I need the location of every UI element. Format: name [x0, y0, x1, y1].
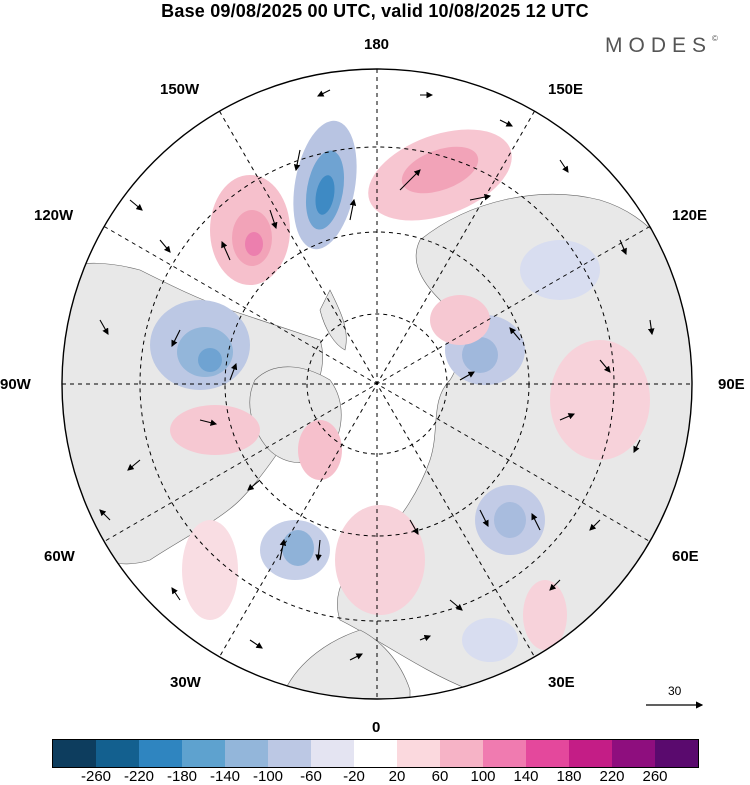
- lon-label-90e: 90E: [718, 376, 745, 393]
- anomaly-pos-west: [170, 405, 260, 455]
- colorbar-swatch: [53, 740, 96, 767]
- colorbar-swatch: [440, 740, 483, 767]
- colorbar-tick-label: 220: [599, 768, 625, 785]
- colorbar-tick-label: -20: [343, 768, 365, 785]
- lon-label-30e: 30E: [548, 674, 575, 691]
- brand-logo: MODES©: [605, 34, 718, 58]
- colorbar-swatch: [268, 740, 311, 767]
- brand-name: MODES: [605, 34, 713, 57]
- land-alaska: [319, 289, 347, 351]
- colorbar-swatch: [354, 740, 397, 767]
- anomaly-pos-asia: [550, 340, 650, 460]
- colorbar-swatch: [311, 740, 354, 767]
- colorbar-tick-label: -220: [123, 768, 155, 785]
- colorbar-tick-label: 100: [470, 768, 496, 785]
- lon-label-120e: 120E: [672, 207, 708, 224]
- colorbar-tick-label: 140: [513, 768, 539, 785]
- wind-vectors: [99, 89, 655, 661]
- colorbar-tick-label: 180: [556, 768, 582, 785]
- colorbar-swatch: [397, 740, 440, 767]
- colorbar-swatch: [225, 740, 268, 767]
- land-masses: [62, 194, 692, 699]
- colorbar-swatch: [483, 740, 526, 767]
- colorbar-tick-label: -140: [209, 768, 241, 785]
- colorbar-swatch: [96, 740, 139, 767]
- land-africa: [284, 629, 411, 699]
- lon-label-30w: 30W: [170, 674, 201, 691]
- colorbar-tick-label: 260: [642, 768, 668, 785]
- anomaly-pos-europe: [335, 505, 425, 615]
- colorbar-tick-label: 20: [388, 768, 406, 785]
- lon-label-60e: 60E: [672, 548, 699, 565]
- lon-label-60w: 60W: [44, 548, 75, 565]
- colorbar-tick-label: 60: [431, 768, 449, 785]
- lon-label-90w: 90W: [0, 376, 31, 393]
- graticule: [62, 69, 692, 699]
- colorbar: [52, 739, 699, 768]
- lon-label-150e: 150E: [548, 81, 584, 98]
- colorbar-tick-label: -260: [80, 768, 112, 785]
- map-border: [61, 68, 693, 700]
- colorbar-tick-label: -100: [252, 768, 284, 785]
- lon-label-180: 180: [364, 36, 390, 53]
- map-title: Base 09/08/2025 00 UTC, valid 10/08/2025…: [161, 1, 589, 21]
- lon-label-0: 0: [372, 719, 381, 736]
- brand-copyright: ©: [712, 34, 718, 43]
- lon-label-120w: 120W: [34, 207, 74, 224]
- colorbar-ticks: -260 -220 -180 -140 -100 -60 -20 20 60 100 140 180 2…: [0, 768, 750, 785]
- colorbar-swatch: [139, 740, 182, 767]
- colorbar-swatch: [182, 740, 225, 767]
- colorbar-tick-label: -60: [300, 768, 322, 785]
- colorbar-swatch: [655, 740, 698, 767]
- colorbar-swatch: [612, 740, 655, 767]
- anomaly-shading: [150, 120, 650, 662]
- lon-label-150w: 150W: [160, 81, 200, 98]
- vector-scale-value: 30: [668, 684, 682, 698]
- colorbar-swatch: [569, 740, 612, 767]
- colorbar-tick-label: -180: [166, 768, 198, 785]
- colorbar-swatch: [526, 740, 569, 767]
